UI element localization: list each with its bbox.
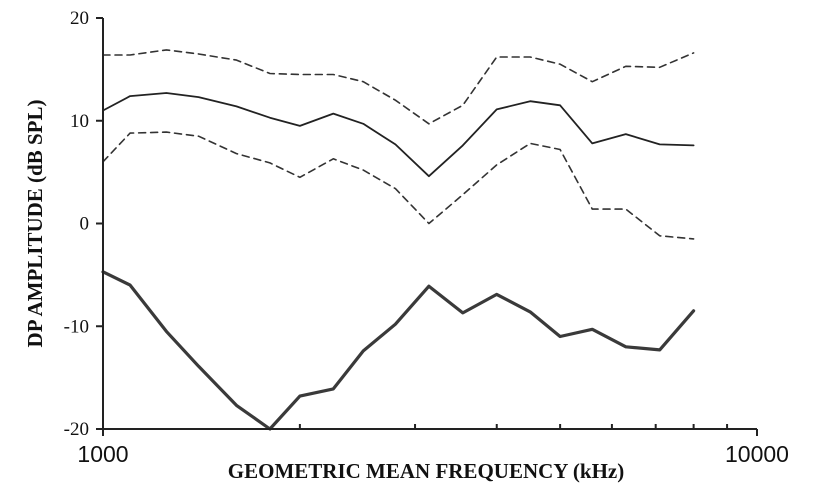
- plot-lines: [101, 49, 696, 431]
- y-tick-label: -20: [64, 419, 89, 440]
- x-ticks: 1000 10000: [77, 424, 789, 467]
- x-tick-label: 1000: [77, 441, 128, 467]
- y-tick-label: 20: [70, 8, 89, 29]
- y-tick-label: 10: [70, 111, 89, 132]
- series-line-4: [101, 270, 696, 431]
- series-line-1: [102, 49, 695, 125]
- y-axis-title: DP AMPLITUDE (dB SPL): [23, 100, 47, 348]
- series-line-2: [102, 92, 695, 178]
- y-ticks: -20 -10 0 10 20: [64, 8, 103, 440]
- x-axis-title: GEOMETRIC MEAN FREQUENCY (kHz): [228, 459, 624, 483]
- y-tick-label: 0: [80, 214, 90, 235]
- x-tick-label: 10000: [725, 441, 789, 467]
- y-tick-label: -10: [64, 316, 89, 337]
- series-line-3: [102, 131, 695, 240]
